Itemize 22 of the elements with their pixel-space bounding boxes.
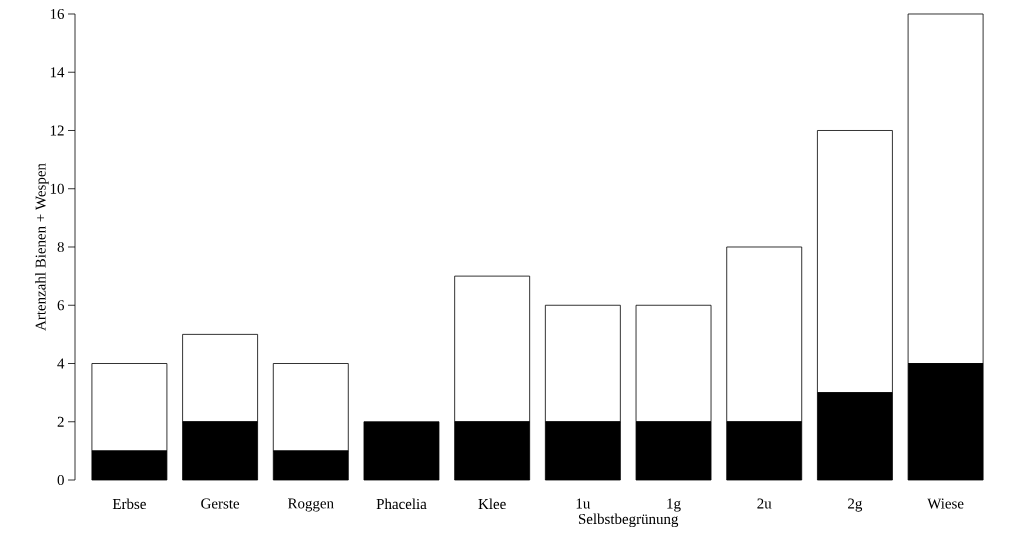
x-tick-label: 1g bbox=[667, 498, 681, 512]
x-tick-label: Erbse bbox=[112, 498, 146, 510]
y-tick-label: 2 bbox=[57, 416, 64, 427]
y-tick-label: 6 bbox=[57, 300, 65, 311]
y-tick-label: 16 bbox=[50, 8, 65, 20]
x-tick-label: 2u bbox=[757, 498, 772, 509]
x-tick-label: Phacelia bbox=[376, 498, 427, 510]
y-tick-label: 12 bbox=[50, 125, 64, 136]
bar bbox=[363, 421, 440, 481]
y-tick-label: 4 bbox=[57, 358, 65, 369]
x-tick-label: 1u bbox=[576, 498, 591, 509]
y-axis-title: Artenzahl Bienen + Wespen bbox=[35, 163, 49, 331]
y-tick-label: 14 bbox=[50, 67, 65, 78]
y-tick-label: 0 bbox=[57, 474, 64, 486]
x-tick-label: Roggen bbox=[287, 498, 334, 512]
y-tick-label: 10 bbox=[50, 183, 64, 194]
text: Selbstbegrünung bbox=[578, 513, 679, 528]
x-tick-label: Gerste bbox=[201, 498, 240, 509]
x-tick-label: 2g bbox=[848, 498, 863, 512]
x-tick-label: Klee bbox=[478, 498, 506, 510]
x-tick-label: Wiese bbox=[927, 498, 964, 509]
y-tick-label: 8 bbox=[57, 241, 64, 253]
